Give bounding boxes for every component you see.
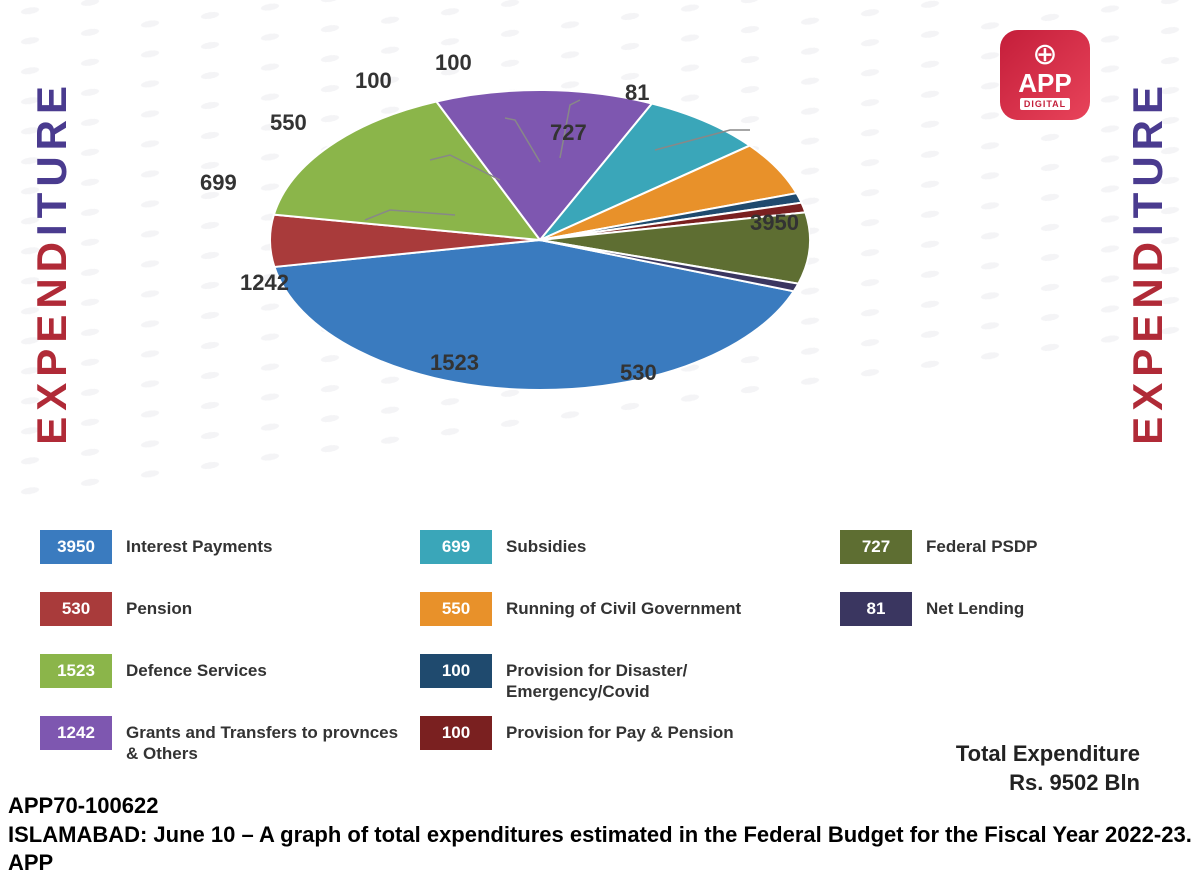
legend-swatch: 530 — [40, 592, 112, 626]
legend-swatch: 1523 — [40, 654, 112, 688]
legend-swatch: 100 — [420, 654, 492, 688]
logo-subtitle: DIGITAL — [1020, 98, 1070, 110]
leader-line — [365, 210, 455, 220]
legend-label: Pension — [126, 592, 192, 619]
legend-swatch: 550 — [420, 592, 492, 626]
legend-swatch: 727 — [840, 530, 912, 564]
slice-value-label: 100 — [355, 68, 392, 94]
legend: 3950 Interest Payments 530 Pension 1523 Defen… — [40, 530, 1160, 770]
vertical-label-left: EXPENDITURE — [28, 80, 76, 445]
legend-item: 100 Provision for Pay & Pension — [420, 716, 820, 770]
total-line1: Total Expenditure — [956, 740, 1140, 769]
slice-value-label: 699 — [200, 170, 237, 196]
legend-swatch: 100 — [420, 716, 492, 750]
legend-label: Federal PSDP — [926, 530, 1038, 557]
caption: APP70-100622 ISLAMABAD: June 10 – A grap… — [8, 792, 1192, 878]
total-expenditure: Total Expenditure Rs. 9502 Bln — [956, 740, 1140, 797]
vertical-label-right: EXPENDITURE — [1124, 80, 1172, 445]
slice-value-label: 81 — [625, 80, 649, 106]
legend-label: Running of Civil Government — [506, 592, 741, 619]
legend-label: Interest Payments — [126, 530, 272, 557]
caption-text: ISLAMABAD: June 10 – A graph of total ex… — [8, 821, 1192, 878]
leader-line — [655, 130, 750, 150]
legend-item: 530 Pension — [40, 592, 400, 646]
legend-label: Subsidies — [506, 530, 586, 557]
legend-label: Provision for Pay & Pension — [506, 716, 734, 743]
vlabel-left-part1: EXPENDITURE — [28, 80, 75, 445]
legend-label: Net Lending — [926, 592, 1024, 619]
slice-value-label: 1242 — [240, 270, 289, 296]
leader-line — [505, 118, 540, 162]
legend-item: 550 Running of Civil Government — [420, 592, 820, 646]
slice-value-label: 3950 — [750, 210, 799, 236]
vlabel-right-part1: EXPENDITURE — [1124, 80, 1171, 445]
legend-label: Defence Services — [126, 654, 267, 681]
legend-swatch: 81 — [840, 592, 912, 626]
leader-line — [430, 155, 500, 180]
legend-label: Provision for Disaster/ Emergency/Covid — [506, 654, 820, 703]
legend-label: Grants and Transfers to provnces & Other… — [126, 716, 400, 765]
legend-item: 1242 Grants and Transfers to provnces & O… — [40, 716, 400, 770]
pie-chart: 3950 530 1523 1242 699 550 100 100 727 81 — [150, 50, 930, 470]
slice-value-label: 530 — [620, 360, 657, 386]
slice-value-label: 100 — [435, 50, 472, 76]
globe-icon: ⊕ — [1032, 40, 1057, 70]
caption-code: APP70-100622 — [8, 792, 1192, 821]
logo-brand: APP — [1018, 70, 1071, 96]
app-logo: ⊕ APP DIGITAL — [1000, 30, 1090, 120]
legend-swatch: 1242 — [40, 716, 112, 750]
legend-item: 3950 Interest Payments — [40, 530, 400, 584]
legend-item: 1523 Defence Services — [40, 654, 400, 708]
legend-item: 100 Provision for Disaster/ Emergency/Cov… — [420, 654, 820, 708]
slice-value-label: 550 — [270, 110, 307, 136]
slice-value-label: 727 — [550, 120, 587, 146]
legend-item: 727 Federal PSDP — [840, 530, 1140, 584]
legend-item: 81 Net Lending — [840, 592, 1140, 646]
legend-swatch: 699 — [420, 530, 492, 564]
legend-swatch: 3950 — [40, 530, 112, 564]
legend-item: 699 Subsidies — [420, 530, 820, 584]
slice-value-label: 1523 — [430, 350, 479, 376]
leader-lines — [150, 50, 930, 470]
